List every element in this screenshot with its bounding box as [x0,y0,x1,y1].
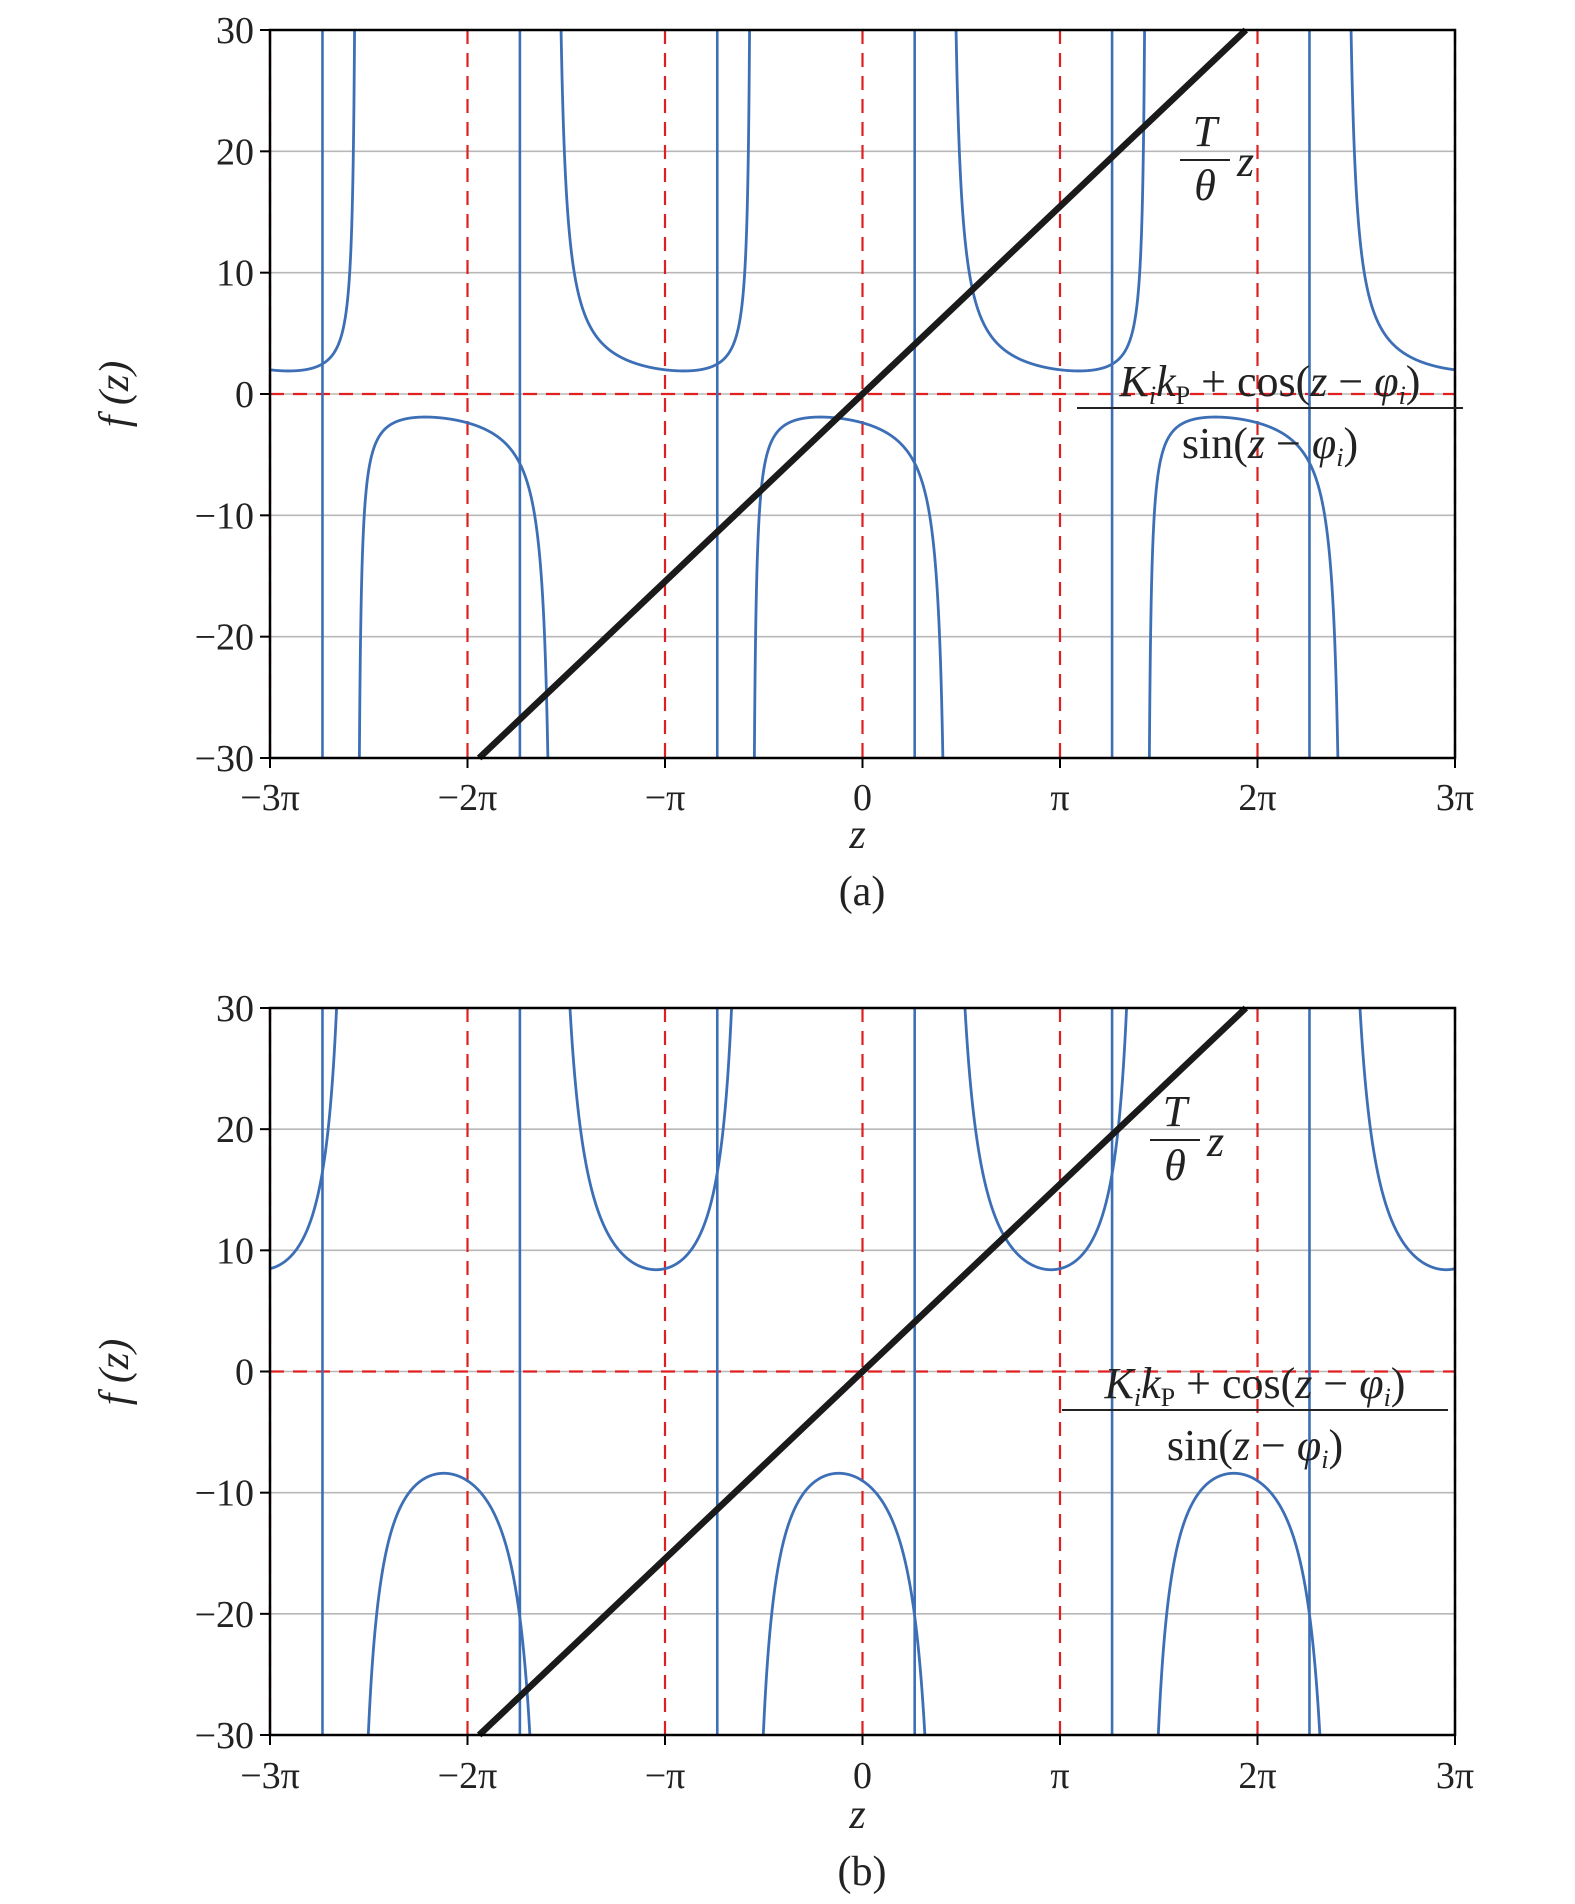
panel-label: (a) [839,869,886,915]
x-tick-label: −3π [240,1755,300,1797]
curve-label-numerator: KikP + cos(z − φi) [1104,1359,1406,1412]
x-tick-label: −π [645,777,686,819]
y-tick-label: 20 [216,1109,254,1151]
x-tick-label: 2π [1238,777,1276,819]
x-axis-label: z [848,1792,865,1838]
y-tick-label: 10 [216,253,254,295]
y-tick-label: 20 [216,131,254,173]
line-label-numerator: T [1193,107,1221,156]
linear-series [476,1005,1249,1738]
line-label-numerator: T [1163,1087,1191,1136]
y-tick-label: −30 [195,1715,254,1757]
y-tick-label: −20 [195,1594,254,1636]
f-curve-series [270,1008,1455,1735]
y-tick-label: 10 [216,1230,254,1272]
y-tick-label: −10 [195,495,254,537]
y-tick-label: −10 [195,1473,254,1515]
line-label-denominator: θ [1194,161,1216,210]
curve-group [270,30,1455,758]
x-tick-label: −π [645,1755,686,1797]
x-tick-label: −2π [438,777,498,819]
curve-label-denominator: sin(z − φi) [1167,1421,1343,1474]
x-tick-label: 2π [1238,1755,1276,1797]
curve-group [270,1008,1455,1735]
curve-label-numerator: KikP + cos(z − φi) [1119,357,1421,410]
x-tick-label: 3π [1436,1755,1474,1797]
chart-panel-a: 30 20 10 0 −10 −20 −30−3π −2π −π 0 π 2π 3π z f (z) (a) T… [92,10,1474,915]
line-label-variable: z [1236,137,1254,186]
chart-panel-b: 30 20 10 0 −10 −20 −30−3π −2π −π 0 π 2π 3π z f (z) (b) T… [92,988,1474,1895]
y-axis-label: f (z) [92,361,138,428]
x-tick-label: −2π [438,1755,498,1797]
x-tick-label: −3π [240,777,300,819]
x-tick-label: 3π [1436,777,1474,819]
y-tick-label: 0 [235,1352,254,1394]
x-tick-label: π [1050,1755,1069,1797]
curve-label-denominator: sin(z − φi) [1182,419,1358,472]
x-tick-label: π [1050,777,1069,819]
y-tick-label: 30 [216,10,254,52]
panel-label: (b) [838,1849,887,1895]
f-curve-series [270,30,1455,758]
y-tick-label: −30 [195,738,254,780]
x-tick-label: 0 [853,777,872,819]
line-label-variable: z [1206,1117,1224,1166]
x-axis-label: z [848,812,865,858]
y-tick-label: −20 [195,617,254,659]
y-axis-label: f (z) [92,1339,138,1406]
line-label-denominator: θ [1164,1141,1186,1190]
y-tick-label: 30 [216,988,254,1030]
linear-series [476,27,1249,761]
y-tick-label: 0 [235,374,254,416]
x-tick-label: 0 [853,1755,872,1797]
